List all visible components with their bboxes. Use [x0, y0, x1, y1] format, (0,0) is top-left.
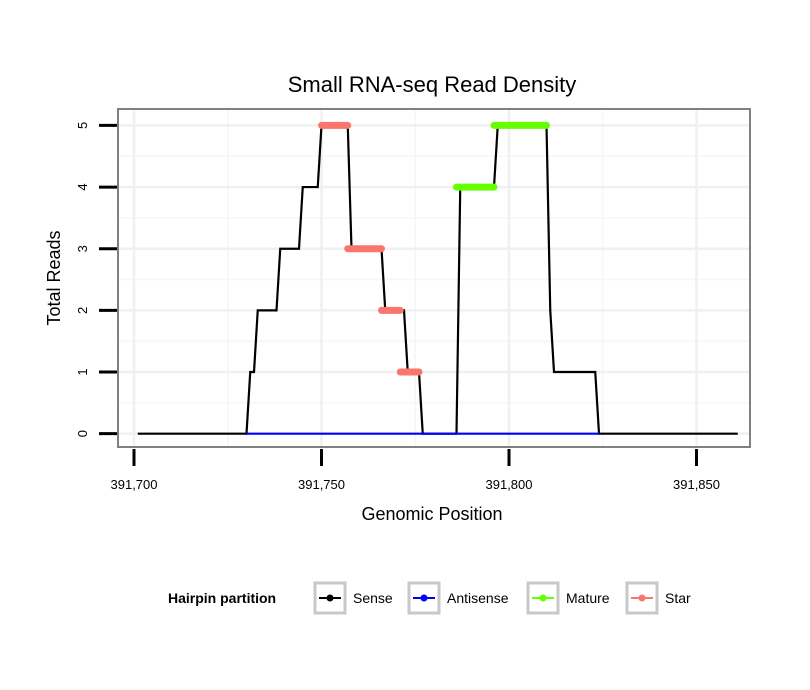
x-axis-title: Genomic Position	[361, 504, 502, 524]
y-tick-label: 1	[75, 368, 90, 375]
legend-label: Antisense	[447, 590, 509, 606]
chart-title: Small RNA-seq Read Density	[288, 72, 577, 97]
grid-lines	[119, 110, 749, 446]
y-axis-title: Total Reads	[44, 230, 64, 325]
x-tick-label: 391,700	[111, 477, 158, 492]
legend-label: Star	[665, 590, 691, 606]
legend-title: Hairpin partition	[168, 590, 276, 606]
legend-key-point	[420, 594, 428, 602]
legend-key-point	[326, 594, 334, 602]
legend-item-antisense: Antisense	[407, 581, 509, 615]
legend-key-point	[539, 594, 547, 602]
data-series	[137, 121, 738, 435]
x-tick-label: 391,750	[298, 477, 345, 492]
legend-label: Sense	[353, 590, 393, 606]
legend-item-mature: Mature	[526, 581, 610, 615]
legend-label: Mature	[566, 590, 610, 606]
legend-item-star: Star	[625, 581, 691, 615]
y-tick-label: 0	[75, 430, 90, 437]
plot-panel	[117, 108, 751, 448]
y-tick-label: 5	[75, 122, 90, 129]
legend: Hairpin partition Sense Antisense Mature St…	[168, 581, 691, 615]
y-tick-label: 4	[75, 183, 90, 190]
x-tick-label: 391,850	[673, 477, 720, 492]
y-axis: 0 1 2 3 4 5	[75, 122, 117, 437]
legend-key-point	[638, 594, 646, 602]
y-tick-label: 2	[75, 307, 90, 314]
y-tick-label: 3	[75, 245, 90, 252]
x-tick-label: 391,800	[486, 477, 533, 492]
x-axis: 391,700 391,750 391,800 391,850	[111, 449, 720, 492]
legend-item-sense: Sense	[313, 581, 393, 615]
